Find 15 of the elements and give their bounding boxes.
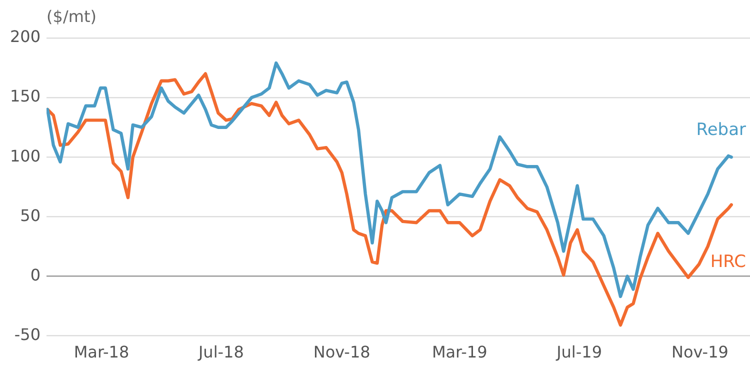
x-tick-label: Jul-18: [197, 342, 244, 362]
x-tick-label: Nov-18: [313, 342, 370, 362]
y-axis-title: ($/mt): [46, 7, 96, 26]
y-tick-label: -50: [14, 324, 41, 344]
y-tick-label: 50: [20, 206, 41, 225]
x-tick-label: Jul-19: [556, 342, 602, 362]
y-tick-label: 100: [10, 146, 41, 166]
series-label: Rebar: [696, 120, 746, 140]
y-tick-label: 200: [10, 27, 41, 46]
y-tick-label: 150: [10, 86, 41, 106]
y-tick-label: 0: [30, 265, 41, 284]
series-label: HRC: [710, 252, 746, 272]
x-tick-label: Mar-18: [74, 342, 130, 362]
x-tick-label: Mar-19: [432, 342, 488, 362]
x-tick-label: Nov-19: [671, 342, 728, 362]
